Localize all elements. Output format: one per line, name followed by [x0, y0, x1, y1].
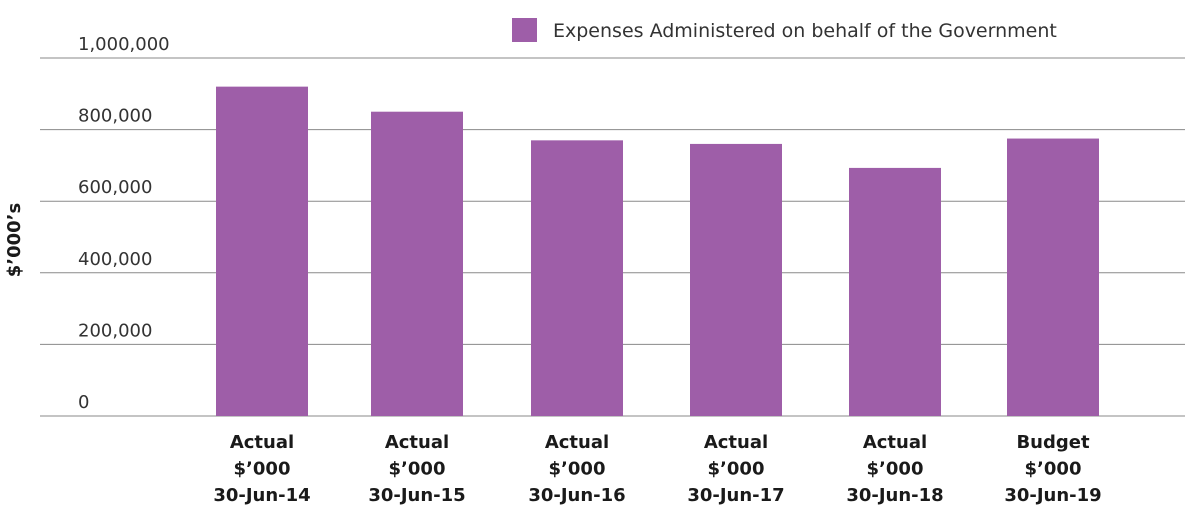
bar-4: [849, 167, 941, 416]
y-tick-label-4: 800,000: [78, 106, 152, 127]
x-tick-line: 30-Jun-17: [687, 485, 784, 506]
x-tick-line: 30-Jun-15: [368, 485, 465, 506]
x-tick-line: $’000: [867, 459, 924, 480]
x-tick-label-2: Actual $’000 30-Jun-16: [528, 432, 625, 506]
x-tick-label-5: Budget $’000 30-Jun-19: [1004, 432, 1101, 506]
x-tick-line: Actual: [704, 432, 768, 453]
x-tick-labels: Actual $’000 30-Jun-14 Actual $’000 30-Jun-15…: [213, 432, 1101, 506]
y-tick-label-5: 1,000,000: [78, 34, 170, 55]
x-tick-line: $’000: [1025, 459, 1082, 480]
bar-3: [690, 143, 782, 417]
y-tick-label-0: 0: [78, 392, 89, 413]
x-tick-line: 30-Jun-18: [846, 485, 943, 506]
x-tick-line: Actual: [545, 432, 609, 453]
bar-5: [1007, 138, 1099, 417]
x-tick-line: Actual: [385, 432, 449, 453]
x-tick-line: 30-Jun-19: [1004, 485, 1101, 506]
x-tick-line: Actual: [863, 432, 927, 453]
legend-swatch: [512, 18, 537, 42]
x-tick-line: Budget: [1016, 432, 1090, 453]
bar-2: [531, 140, 623, 416]
x-tick-label-0: Actual $’000 30-Jun-14: [213, 432, 310, 506]
legend: Expenses Administered on behalf of the G…: [512, 18, 1057, 42]
x-tick-line: $’000: [389, 459, 446, 480]
bars: [216, 86, 1099, 417]
y-tick-labels: 0 200,000 400,000 600,000 800,000 1,000,000: [78, 34, 170, 413]
y-axis-label: $’000’s: [4, 203, 25, 278]
x-tick-line: $’000: [708, 459, 765, 480]
x-tick-label-1: Actual $’000 30-Jun-15: [368, 432, 465, 506]
y-tick-label-3: 600,000: [78, 177, 152, 198]
x-tick-line: 30-Jun-14: [213, 485, 310, 506]
x-tick-line: $’000: [549, 459, 606, 480]
x-tick-line: Actual: [230, 432, 294, 453]
bar-0: [216, 86, 308, 416]
x-tick-label-4: Actual $’000 30-Jun-18: [846, 432, 943, 506]
x-tick-line: $’000: [234, 459, 291, 480]
legend-label: Expenses Administered on behalf of the G…: [553, 20, 1057, 42]
y-tick-label-1: 200,000: [78, 320, 152, 341]
y-tick-label-2: 400,000: [78, 249, 152, 270]
x-tick-label-3: Actual $’000 30-Jun-17: [687, 432, 784, 506]
x-tick-line: 30-Jun-16: [528, 485, 625, 506]
bar-1: [371, 111, 463, 416]
